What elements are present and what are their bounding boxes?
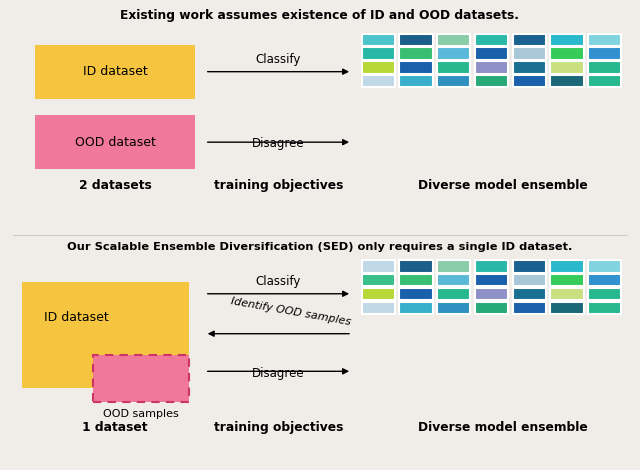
Bar xyxy=(588,34,621,46)
Text: Existing work assumes existence of ID and OOD datasets.: Existing work assumes existence of ID an… xyxy=(120,9,520,23)
Bar xyxy=(399,47,433,60)
Bar xyxy=(550,288,584,300)
Bar xyxy=(588,75,621,87)
Text: OOD dataset: OOD dataset xyxy=(75,136,156,149)
Bar xyxy=(475,260,508,273)
Bar xyxy=(550,302,584,314)
Bar xyxy=(35,115,195,169)
Bar xyxy=(588,47,621,60)
Text: ID dataset: ID dataset xyxy=(83,65,148,78)
Text: OOD samples: OOD samples xyxy=(103,409,179,419)
Bar xyxy=(550,274,584,286)
Bar xyxy=(550,75,584,87)
Bar xyxy=(550,34,584,46)
Text: 1 dataset: 1 dataset xyxy=(83,421,148,434)
Bar xyxy=(437,302,470,314)
Bar xyxy=(513,288,546,300)
Bar xyxy=(588,260,621,273)
Bar xyxy=(513,75,546,87)
Bar xyxy=(437,47,470,60)
Bar xyxy=(475,75,508,87)
Text: Classify: Classify xyxy=(256,53,301,66)
Text: Disagree: Disagree xyxy=(252,367,305,380)
Text: Disagree: Disagree xyxy=(252,137,305,150)
Bar xyxy=(399,302,433,314)
Bar xyxy=(588,288,621,300)
Text: Identify OOD samples: Identify OOD samples xyxy=(230,296,352,327)
Bar xyxy=(362,288,395,300)
Bar xyxy=(550,47,584,60)
Bar xyxy=(475,47,508,60)
Bar xyxy=(475,302,508,314)
Text: Diverse model ensemble: Diverse model ensemble xyxy=(417,179,588,192)
Bar xyxy=(399,288,433,300)
Bar xyxy=(513,260,546,273)
Bar xyxy=(35,45,195,99)
Bar xyxy=(437,61,470,73)
Bar xyxy=(362,274,395,286)
Bar xyxy=(437,260,470,273)
Bar xyxy=(399,260,433,273)
Text: 2 datasets: 2 datasets xyxy=(79,179,152,192)
Bar xyxy=(513,274,546,286)
Bar xyxy=(475,61,508,73)
Bar xyxy=(550,260,584,273)
Bar xyxy=(399,34,433,46)
Bar xyxy=(399,274,433,286)
Text: training objectives: training objectives xyxy=(214,179,343,192)
Bar xyxy=(437,75,470,87)
Bar xyxy=(475,274,508,286)
Bar xyxy=(513,302,546,314)
Bar xyxy=(362,75,395,87)
Bar xyxy=(550,61,584,73)
Bar xyxy=(513,61,546,73)
Bar xyxy=(362,260,395,273)
Bar xyxy=(437,288,470,300)
Bar xyxy=(513,34,546,46)
Text: Our Scalable Ensemble Diversification (SED) only requires a single ID dataset.: Our Scalable Ensemble Diversification (S… xyxy=(67,242,573,252)
Text: training objectives: training objectives xyxy=(214,421,343,434)
Bar xyxy=(362,302,395,314)
Text: Classify: Classify xyxy=(256,275,301,288)
Bar xyxy=(362,47,395,60)
Bar xyxy=(437,274,470,286)
Bar xyxy=(588,274,621,286)
Bar xyxy=(22,282,189,388)
Bar xyxy=(399,61,433,73)
Bar xyxy=(362,34,395,46)
Bar xyxy=(475,288,508,300)
Bar xyxy=(399,75,433,87)
Text: ID dataset: ID dataset xyxy=(44,311,109,324)
Bar xyxy=(513,47,546,60)
Bar xyxy=(93,355,189,402)
Bar xyxy=(437,34,470,46)
Bar xyxy=(588,61,621,73)
Bar xyxy=(362,61,395,73)
Bar xyxy=(588,302,621,314)
Text: Diverse model ensemble: Diverse model ensemble xyxy=(417,421,588,434)
Bar xyxy=(475,34,508,46)
